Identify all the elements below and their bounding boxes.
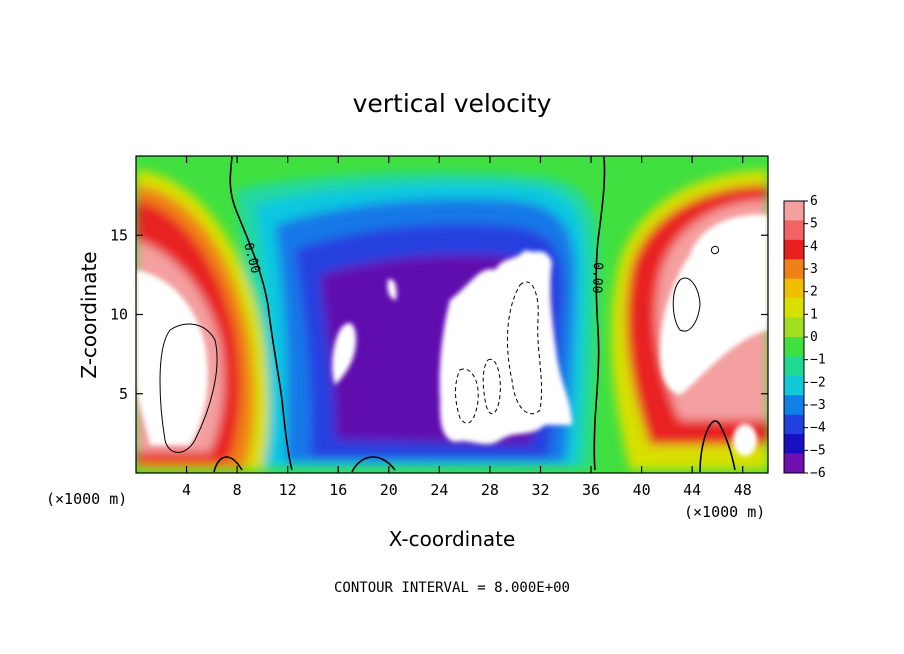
x-tick-label: 36 [582,481,600,499]
colorbar-label: −5 [810,443,826,458]
x-tick-label: 28 [481,481,499,499]
contour-lines-dashed [455,281,543,424]
contour-label-right: 0.00 [589,262,605,294]
colorbar-swatch [784,395,804,416]
downdraft-core-white [439,250,572,445]
contour-right-positive-2 [711,245,719,255]
zero-contour-bottom-mid [351,456,396,473]
y-tick-label: 15 [110,226,128,244]
colorbar-label: −3 [810,398,826,413]
x-axis-ticks: 4 8 12 16 20 24 28 32 36 40 44 48 [182,156,752,499]
x-tick-label: 24 [430,481,448,499]
zero-contour-bottom-left [213,456,243,473]
x-tick-label: 16 [329,481,347,499]
velocity-field [136,156,768,473]
x-unit-label-right: (×1000 m) [684,503,765,521]
colorbar-label: 5 [810,217,818,232]
x-tick-label: 8 [233,481,242,499]
x-tick-label: 12 [279,481,297,499]
colorbar-swatch [784,259,804,280]
zero-contour-bottom-right [699,420,736,473]
colorbar-label: 3 [810,262,818,277]
colorbar-swatch [784,356,804,377]
x-unit-label-left: (×1000 m) [46,490,127,508]
contour-negative-3 [482,358,501,415]
contour-negative-1 [506,281,543,415]
colorbar-swatch [784,201,804,221]
colorbar-swatch [784,453,804,474]
colorbar-swatch [784,414,804,435]
colorbar-label: 1 [810,307,818,322]
colorbar-swatch [784,298,804,319]
colorbar-swatch [784,337,804,357]
contour-left-positive [159,323,218,453]
updraft-right-low-white [733,424,757,456]
contour-lines [213,156,736,473]
colorbar-label: 0 [810,330,818,345]
colorbar-swatch [784,278,804,299]
updraft-right-core-white [660,214,768,395]
colorbar-label: −2 [810,375,826,390]
colorbar-label: 6 [810,194,818,209]
contour-interval-note: CONTOUR INTERVAL = 8.000E+00 [334,580,570,596]
downdraft-blob-white [332,323,356,385]
colorbar-label: 2 [810,285,818,300]
chart-title: vertical velocity [353,89,552,118]
x-tick-label: 40 [633,481,651,499]
x-tick-label: 4 [182,481,191,499]
y-axis-label: Z-coordinate [77,251,101,378]
y-axis-ticks: 5 10 15 [110,226,768,403]
contour-negative-2 [455,368,479,424]
x-tick-label: 32 [531,481,549,499]
colorbar-swatch [784,239,804,260]
y-tick-label: 5 [119,385,128,403]
x-axis-label: X-coordinate [389,527,516,551]
colorbar-label: −1 [810,353,826,368]
x-tick-label: 20 [380,481,398,499]
colorbar-swatch [784,220,804,241]
colorbar-swatch [784,434,804,455]
x-tick-label: 44 [683,481,701,499]
colorbar: 6 5 4 3 2 1 0 −1 −2 −3 −4 −5 −6 [783,194,826,481]
contour-right-positive [672,277,701,332]
colorbar-label: −6 [810,466,826,481]
colorbar-swatch [784,375,804,396]
contour-lines-thin [159,245,719,453]
colorbar-label: −4 [810,421,826,436]
x-tick-label: 48 [734,481,752,499]
y-tick-label: 10 [110,306,128,324]
updraft-left-core-white [136,270,208,445]
downdraft-spot-white [387,279,397,300]
zero-contour-right [593,156,606,471]
colorbar-label: 4 [810,239,818,254]
colorbar-swatch [784,317,804,338]
zero-contour-left [229,156,293,471]
